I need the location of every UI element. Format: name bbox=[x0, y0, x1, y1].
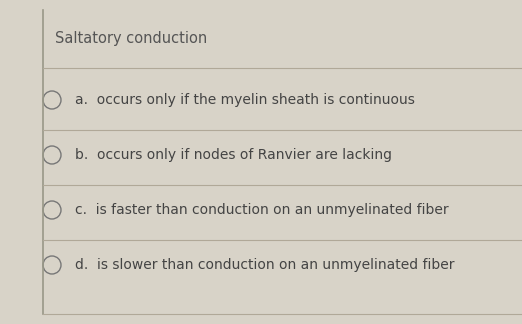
Text: c.  is faster than conduction on an unmyelinated fiber: c. is faster than conduction on an unmye… bbox=[75, 203, 448, 217]
Text: b.  occurs only if nodes of Ranvier are lacking: b. occurs only if nodes of Ranvier are l… bbox=[75, 148, 392, 162]
Text: Saltatory conduction: Saltatory conduction bbox=[55, 30, 208, 45]
Text: d.  is slower than conduction on an unmyelinated fiber: d. is slower than conduction on an unmye… bbox=[75, 258, 455, 272]
Text: a.  occurs only if the myelin sheath is continuous: a. occurs only if the myelin sheath is c… bbox=[75, 93, 415, 107]
